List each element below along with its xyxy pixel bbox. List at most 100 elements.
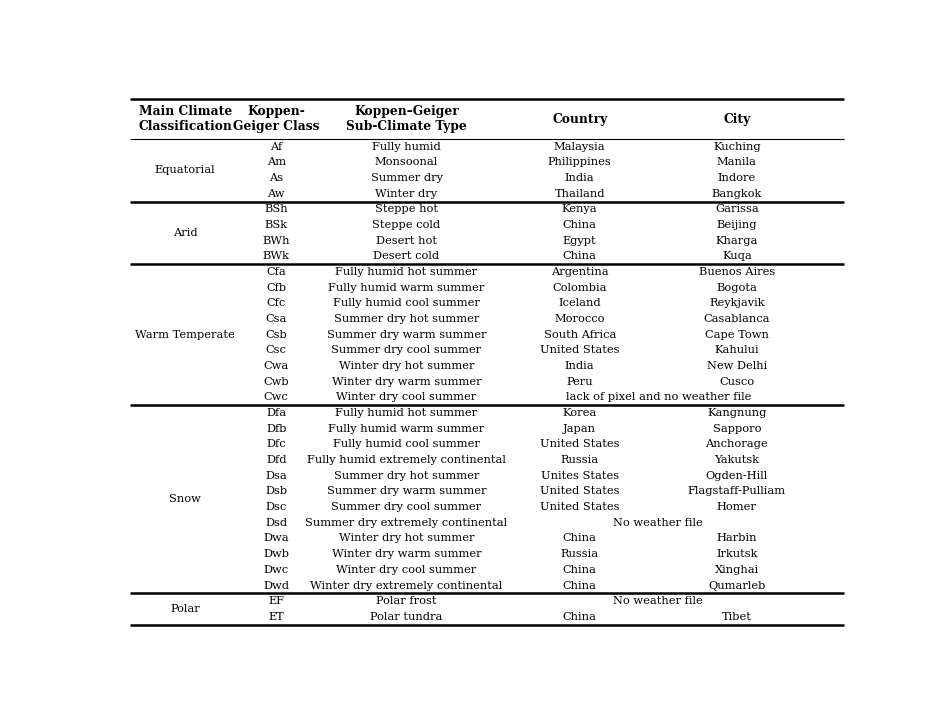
Text: No weather file: No weather file [614,518,703,528]
Text: Kuching: Kuching [713,142,761,152]
Text: Kangnung: Kangnung [707,408,767,418]
Text: Dsd: Dsd [265,518,287,528]
Text: Summer dry hot summer: Summer dry hot summer [333,471,479,481]
Text: Winter dry warm summer: Winter dry warm summer [332,549,482,559]
Text: Sapporo: Sapporo [712,424,761,434]
Text: Beijing: Beijing [716,220,757,230]
Text: Russia: Russia [560,549,598,559]
Text: Winter dry extremely continental: Winter dry extremely continental [311,580,503,590]
Text: Desert hot: Desert hot [376,236,437,246]
Text: Casablanca: Casablanca [704,314,770,324]
Text: Morocco: Morocco [555,314,605,324]
Text: City: City [723,113,751,125]
Text: Csa: Csa [265,314,287,324]
Text: Dfb: Dfb [266,424,287,434]
Text: Summer dry extremely continental: Summer dry extremely continental [306,518,507,528]
Text: Peru: Peru [566,376,593,386]
Text: Fully humid cool summer: Fully humid cool summer [333,298,480,309]
Text: Monsoonal: Monsoonal [375,158,438,168]
Text: United States: United States [540,502,619,512]
Text: India: India [565,173,595,183]
Text: BSk: BSk [265,220,288,230]
Text: Anchorage: Anchorage [706,439,769,449]
Text: Qumarleb: Qumarleb [708,580,766,590]
Text: Dwc: Dwc [264,565,289,575]
Text: Thailand: Thailand [555,189,605,199]
Text: lack of pixel and no weather file: lack of pixel and no weather file [565,392,750,402]
Text: Colombia: Colombia [553,283,607,293]
Text: Kahului: Kahului [714,345,759,355]
Text: China: China [562,220,597,230]
Text: Kharga: Kharga [715,236,758,246]
Text: Dsa: Dsa [265,471,287,481]
Text: Dsc: Dsc [266,502,287,512]
Text: As: As [269,173,283,183]
Text: Summer dry cool summer: Summer dry cool summer [332,502,482,512]
Text: Ogden-Hill: Ogden-Hill [706,471,768,481]
Text: Xinghai: Xinghai [714,565,759,575]
Text: ET: ET [268,612,284,622]
Text: Polar frost: Polar frost [376,596,437,606]
Text: Fully humid: Fully humid [372,142,441,152]
Text: BWk: BWk [263,252,290,262]
Text: Cfc: Cfc [267,298,286,309]
Text: Fully humid hot summer: Fully humid hot summer [335,408,478,418]
Text: China: China [562,612,597,622]
Text: Iceland: Iceland [559,298,601,309]
Text: Dwd: Dwd [263,580,289,590]
Text: Summer dry warm summer: Summer dry warm summer [327,329,486,339]
Text: New Delhi: New Delhi [707,361,767,371]
Text: South Africa: South Africa [543,329,616,339]
Text: Dfd: Dfd [266,455,287,465]
Text: Buenos Aires: Buenos Aires [698,267,775,277]
Text: Egypt: Egypt [563,236,597,246]
Text: Fully humid hot summer: Fully humid hot summer [335,267,478,277]
Text: Polar tundra: Polar tundra [370,612,443,622]
Text: Fully humid extremely continental: Fully humid extremely continental [307,455,506,465]
Text: Dsb: Dsb [265,486,287,496]
Text: EF: EF [268,596,284,606]
Text: Main Climate
Classification: Main Climate Classification [138,105,232,133]
Text: Csc: Csc [266,345,287,355]
Text: Equatorial: Equatorial [155,165,216,175]
Text: Kenya: Kenya [561,205,598,215]
Text: Winter dry: Winter dry [375,189,438,199]
Text: Summer dry warm summer: Summer dry warm summer [327,486,486,496]
Text: Reykjavik: Reykjavik [709,298,765,309]
Text: Winter dry cool summer: Winter dry cool summer [336,565,477,575]
Text: Country: Country [552,113,607,125]
Text: Am: Am [267,158,286,168]
Text: Harbin: Harbin [716,533,757,543]
Text: Flagstaff-Pulliam: Flagstaff-Pulliam [688,486,786,496]
Text: BSh: BSh [264,205,288,215]
Text: Cfb: Cfb [266,283,286,293]
Text: Fully humid cool summer: Fully humid cool summer [333,439,480,449]
Text: Argentina: Argentina [551,267,609,277]
Text: Steppe cold: Steppe cold [372,220,441,230]
Text: China: China [562,252,597,262]
Text: Af: Af [270,142,282,152]
Text: Dfc: Dfc [266,439,286,449]
Text: BWh: BWh [262,236,290,246]
Text: Winter dry hot summer: Winter dry hot summer [339,361,474,371]
Text: Fully humid warm summer: Fully humid warm summer [329,424,484,434]
Text: Cwb: Cwb [263,376,289,386]
Text: Winter dry cool summer: Winter dry cool summer [336,392,477,402]
Text: Cfa: Cfa [266,267,286,277]
Text: Irkutsk: Irkutsk [716,549,757,559]
Text: Bangkok: Bangkok [712,189,762,199]
Text: Indore: Indore [717,173,756,183]
Text: Aw: Aw [268,189,285,199]
Text: Bogota: Bogota [716,283,757,293]
Text: Philippines: Philippines [548,158,612,168]
Text: Summer dry hot summer: Summer dry hot summer [333,314,479,324]
Text: Cusco: Cusco [719,376,754,386]
Text: India: India [565,361,595,371]
Text: Cwa: Cwa [263,361,289,371]
Text: No weather file: No weather file [614,596,703,606]
Text: Arid: Arid [173,228,198,238]
Text: Desert cold: Desert cold [373,252,440,262]
Text: Snow: Snow [169,494,201,504]
Text: Koppen-
Geiger Class: Koppen- Geiger Class [233,105,319,133]
Text: United States: United States [540,345,619,355]
